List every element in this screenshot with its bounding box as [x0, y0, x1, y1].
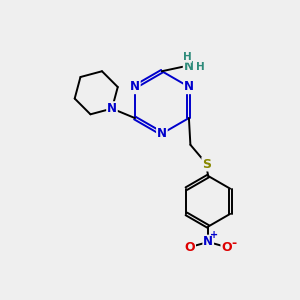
Text: N: N — [130, 80, 140, 93]
Text: N: N — [107, 102, 117, 115]
Text: H: H — [196, 62, 204, 72]
Text: O: O — [184, 241, 195, 254]
Text: O: O — [221, 241, 232, 254]
Text: N: N — [157, 127, 167, 140]
Text: H: H — [183, 52, 191, 62]
Text: +: + — [210, 230, 218, 241]
Text: N: N — [184, 60, 194, 73]
Text: S: S — [202, 158, 211, 171]
Text: -: - — [232, 237, 237, 250]
Text: N: N — [184, 80, 194, 93]
Text: N: N — [203, 236, 213, 248]
